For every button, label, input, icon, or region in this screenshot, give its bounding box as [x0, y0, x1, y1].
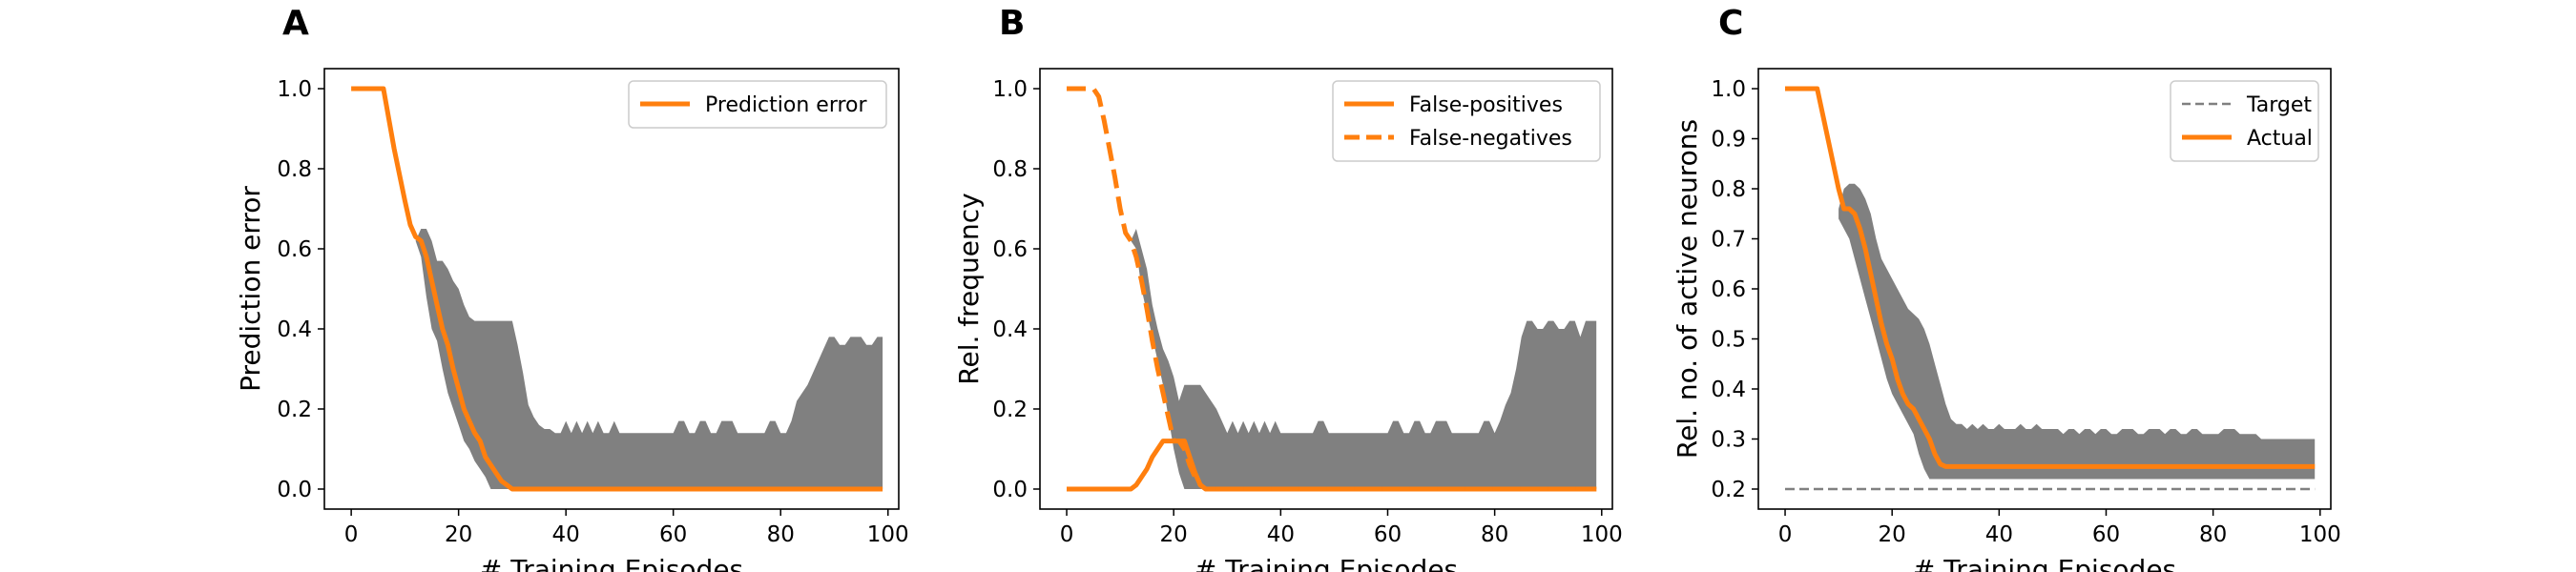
panel-a-y-tick-label: 0.2	[277, 398, 312, 422]
panel-b-x-tick-label: 20	[1160, 522, 1188, 547]
panel-a-chart: 0 20 40 60 80 100 0.0 0.2 0.4 0.6 0.8 1.0 # Training…	[235, 68, 909, 572]
panel-c-x-tick-label: 0	[1778, 522, 1793, 547]
panel-c-band	[1839, 183, 2316, 480]
panel-a-x-tick-label: 20	[445, 522, 472, 547]
panel-c-x-tick-label: 80	[2199, 522, 2227, 547]
panel-b-legend-label: False-positives	[1409, 93, 1563, 117]
panel-b-y-tick-label: 0.2	[992, 398, 1028, 422]
panel-c-y-tick-label: 0.3	[1711, 428, 1746, 453]
panel-b-y-tick-label: 0.6	[992, 237, 1028, 262]
panel-b-band	[1131, 229, 1597, 489]
panel-b-x-tick-label: 80	[1481, 522, 1508, 547]
panel-c-y-tick-label: 0.2	[1711, 478, 1746, 502]
panel-a-band	[415, 229, 883, 489]
panel-b-legend	[1332, 80, 1601, 162]
panel-c-y-tick-label: 0.5	[1711, 328, 1746, 353]
panel-c-y-tick-label: 0.4	[1711, 378, 1746, 402]
panel-c-y-axis-label: Rel. no. of active neurons	[1672, 119, 1703, 459]
panel-c-y-tick-label: 0.6	[1711, 277, 1746, 302]
panel-a-y-tick-label: 0.6	[277, 237, 312, 262]
panel-c-x-tick-label: 40	[1985, 522, 2013, 547]
panel-b-x-tick-label: 100	[1581, 522, 1623, 547]
panel-a-x-tick-label: 80	[767, 522, 795, 547]
panel-a-legend-label: Prediction error	[705, 93, 867, 117]
panel-b-x-axis-label: # Training Episodes	[1195, 554, 1458, 572]
panel-b-y-axis-label: Rel. frequency	[953, 193, 985, 384]
panel-b-x-tick-label: 40	[1267, 522, 1295, 547]
panel-c-chart: 0 20 40 60 80 100 0.2 0.3 0.4 0.5 0.6 0.7 0.8 0.9 1.0 #…	[1672, 68, 2341, 572]
panel-b-y-tick-label: 0.0	[992, 478, 1028, 502]
panel-c-x-tick-label: 20	[1879, 522, 1906, 547]
panel-c-y-tick-label: 1.0	[1711, 77, 1746, 102]
panel-a-y-axis-label: Prediction error	[235, 186, 266, 392]
panel-a-y-tick-label: 0.4	[277, 317, 312, 342]
panel-c-y-tick-label: 0.7	[1711, 228, 1746, 253]
panel-a-legend	[628, 80, 887, 129]
panel-letter-a: A	[282, 4, 309, 43]
panel-b-y-tick-label: 0.4	[992, 317, 1028, 342]
panel-b-x-tick-label: 0	[1060, 522, 1074, 547]
panel-a-x-tick-label: 0	[344, 522, 359, 547]
panel-a-x-tick-label: 100	[867, 522, 909, 547]
panel-b-axes-frame	[1039, 68, 1613, 510]
panel-c-legend-label: Target	[2246, 93, 2312, 117]
panel-b-chart: 0 20 40 60 80 100 0.0 0.2 0.4 0.6 0.8 1.0 # Training…	[953, 68, 1623, 572]
panel-c-y-tick-label: 0.9	[1711, 128, 1746, 153]
panel-c-series-actual-line	[1785, 86, 2316, 469]
panel-b-y-tick-label: 0.8	[992, 157, 1028, 182]
panel-c-legend-label: Actual	[2247, 127, 2313, 151]
panel-a-x-tick-label: 60	[659, 522, 687, 547]
panel-b-y-tick-label: 1.0	[992, 77, 1028, 102]
panel-a-y-tick-label: 0.0	[277, 478, 312, 502]
panel-letter-b: B	[999, 4, 1025, 43]
panel-a-x-axis-label: # Training Episodes	[480, 554, 743, 572]
panel-c-x-tick-label: 100	[2299, 522, 2341, 547]
panel-c-x-tick-label: 60	[2092, 522, 2120, 547]
panel-a-x-tick-label: 40	[552, 522, 580, 547]
panel-letter-c: C	[1718, 4, 1743, 43]
panel-c-legend	[2170, 80, 2319, 162]
panel-b-x-tick-label: 60	[1374, 522, 1402, 547]
panel-a-axes-frame	[323, 68, 900, 510]
panel-c-x-axis-label: # Training Episodes	[1913, 554, 2176, 572]
panel-a-y-tick-label: 0.8	[277, 157, 312, 182]
panel-c-y-tick-label: 0.8	[1711, 177, 1746, 202]
panel-a-y-tick-label: 1.0	[277, 77, 312, 102]
panel-b-series-false-negatives-line	[1067, 86, 1597, 492]
panel-a-series-prediction-error-line	[351, 86, 883, 492]
panel-b-legend-label: False-negatives	[1409, 127, 1572, 151]
